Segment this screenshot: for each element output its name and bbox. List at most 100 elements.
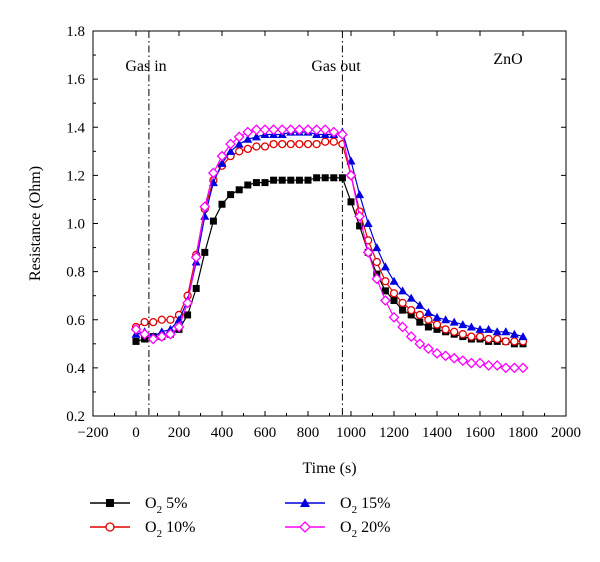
- data-point: [243, 134, 253, 143]
- legend-item-circle: O2 10%: [90, 519, 195, 540]
- data-point: [475, 324, 485, 333]
- data-point: [466, 322, 476, 331]
- data-point: [209, 217, 217, 225]
- data-point: [517, 362, 529, 374]
- data-point: [132, 337, 140, 345]
- x-tick-label: 1600: [465, 425, 495, 441]
- legend-label: O2 15%: [340, 495, 390, 516]
- data-point: [227, 191, 235, 199]
- data-point: [157, 315, 166, 324]
- data-point: [492, 327, 502, 336]
- data-point: [243, 144, 252, 154]
- legend-label-subscript: 2: [352, 528, 358, 540]
- legend-label-main: O: [340, 519, 352, 536]
- data-point: [415, 300, 425, 309]
- legend: O2 5%O2 10%O2 15%O2 20%: [90, 495, 390, 540]
- data-point: [216, 150, 228, 162]
- data-point: [397, 321, 409, 333]
- annotation-gas-in: Gas in: [125, 58, 166, 75]
- series-line: [135, 129, 523, 369]
- data-point: [166, 315, 175, 324]
- data-point: [398, 286, 408, 295]
- legend-label-subscript: 2: [157, 528, 163, 540]
- y-tick-label: 1.0: [66, 217, 85, 233]
- data-point: [416, 318, 424, 326]
- data-point: [381, 277, 390, 286]
- data-point: [450, 327, 459, 336]
- data-point: [518, 332, 528, 341]
- series-circle: [131, 137, 528, 346]
- legend-label: O2 20%: [340, 519, 390, 540]
- data-point: [381, 287, 389, 295]
- x-tick-label: 800: [297, 425, 320, 441]
- data-point: [259, 124, 271, 136]
- data-point: [270, 176, 278, 184]
- data-point: [510, 337, 519, 346]
- data-point: [458, 320, 468, 329]
- series-line: [135, 177, 523, 345]
- data-point: [242, 126, 254, 138]
- data-point: [295, 176, 303, 184]
- y-tick-label: 0.2: [66, 409, 85, 425]
- legend-label-rest: 20%: [357, 519, 390, 536]
- legend-label-rest: 15%: [357, 495, 390, 512]
- data-point: [200, 211, 210, 220]
- x-tick-label: 1800: [508, 425, 538, 441]
- data-point: [398, 298, 407, 308]
- data-point: [252, 179, 260, 187]
- data-point: [130, 323, 142, 335]
- data-point: [433, 325, 441, 333]
- data-point: [484, 334, 493, 344]
- data-point: [235, 147, 244, 156]
- data-point: [424, 315, 433, 324]
- y-tick-label: 1.6: [66, 72, 85, 88]
- x-tick-label: 400: [211, 425, 234, 441]
- x-tick-label: 2000: [551, 425, 581, 441]
- data-point: [458, 330, 467, 339]
- data-point: [355, 190, 365, 199]
- data-point: [260, 142, 270, 151]
- data-point: [250, 124, 262, 136]
- legend-label-rest: 5%: [162, 495, 187, 512]
- legend-label-main: O: [145, 495, 157, 512]
- data-point: [467, 332, 476, 341]
- data-point: [345, 169, 357, 181]
- data-point: [190, 251, 202, 263]
- legend-label: O2 5%: [145, 495, 187, 516]
- data-point: [424, 323, 432, 331]
- data-point: [491, 360, 503, 371]
- data-point: [199, 201, 211, 213]
- plot-layer: [130, 31, 529, 416]
- data-point: [268, 124, 280, 136]
- data-point: [269, 139, 278, 149]
- data-point: [432, 312, 442, 321]
- legend-label-subscript: 2: [157, 504, 163, 516]
- data-point: [474, 357, 486, 369]
- x-tick-label: −200: [78, 425, 109, 441]
- data-point: [321, 137, 330, 146]
- data-point: [295, 139, 304, 149]
- data-point: [319, 124, 331, 136]
- data-point: [207, 167, 219, 179]
- data-point: [147, 333, 159, 345]
- data-point: [313, 174, 321, 182]
- data-point: [201, 248, 209, 256]
- data-point: [371, 273, 383, 285]
- data-point: [509, 329, 519, 338]
- data-point: [235, 186, 243, 194]
- legend-marker-square-icon: [106, 499, 114, 507]
- x-tick-label: 600: [254, 425, 277, 441]
- series-line: [135, 141, 523, 342]
- data-point: [252, 142, 261, 151]
- data-point: [483, 360, 495, 371]
- y-tick-label: 1.4: [66, 120, 85, 136]
- data-point: [244, 181, 252, 189]
- data-point: [465, 357, 477, 369]
- data-point: [356, 222, 364, 230]
- data-point: [164, 328, 176, 340]
- data-point: [475, 332, 485, 341]
- data-point: [329, 137, 338, 146]
- data-point: [330, 174, 338, 182]
- data-point: [508, 362, 520, 374]
